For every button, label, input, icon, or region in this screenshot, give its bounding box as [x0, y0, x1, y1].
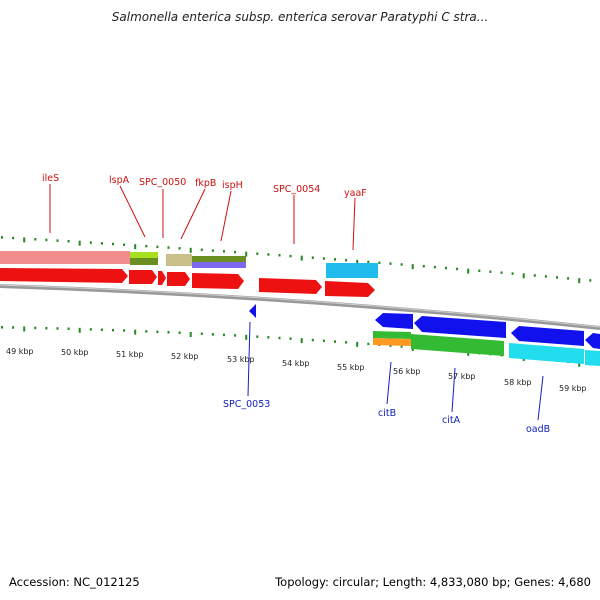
- map-title: Salmonella enterica subsp. enterica sero…: [111, 10, 489, 24]
- cds-arrow: [129, 270, 157, 284]
- top-gene-labels: [49, 184, 356, 251]
- gene-label-spc0053[interactable]: SPC_0053: [223, 399, 270, 410]
- accession-text: Accession: NC_012125: [9, 575, 140, 589]
- gene-label-citB[interactable]: citB: [378, 408, 396, 419]
- scale-label: 57 kbp: [448, 372, 476, 381]
- cds-arrow: [158, 271, 166, 285]
- bottom-gene-labels: [247, 321, 544, 421]
- gene-label-spc0054[interactable]: SPC_0054: [273, 184, 320, 195]
- top-gene-label-text[interactable]: ileS lspA SPC_0050 fkpB ispH SPC_0054 ya…: [42, 173, 367, 199]
- feature-lspA-band-bottom: [130, 258, 158, 265]
- feature-yaaF-band: [326, 263, 378, 278]
- scale-label: 56 kbp: [393, 367, 421, 376]
- scale-label: 50 kbp: [61, 348, 89, 357]
- cds-arrow: [375, 313, 413, 329]
- feature-oadB-band: [509, 343, 584, 364]
- cds-arrow: [249, 304, 256, 318]
- reverse-cds-row: [249, 304, 600, 349]
- gene-label-citA[interactable]: citA: [442, 415, 461, 426]
- feature-ispH-band: [192, 262, 246, 268]
- feature-citB-band: [373, 331, 411, 339]
- cds-arrow: [192, 273, 244, 289]
- cds-arrow: [414, 316, 506, 338]
- scale-label: 52 kbp: [171, 352, 199, 361]
- genome-backbone: [0, 284, 600, 330]
- scale-labels: 49 kbp 50 kbp 51 kbp 52 kbp 53 kbp 54 kb…: [6, 347, 587, 393]
- bottom-gene-label-text[interactable]: SPC_0053 citB citA oadB: [223, 399, 550, 435]
- forward-cds-row: [0, 268, 375, 297]
- gene-label-lspA[interactable]: lspA: [109, 175, 130, 186]
- scale-label: 53 kbp: [227, 355, 255, 364]
- gene-label-yaaF[interactable]: yaaF: [344, 188, 367, 199]
- cds-arrow: [259, 278, 322, 294]
- scale-label: 51 kbp: [116, 350, 144, 359]
- gene-label-ileS[interactable]: ileS: [42, 173, 59, 184]
- scale-label: 58 kbp: [504, 378, 532, 387]
- feature-citB-band-orange: [373, 338, 411, 346]
- upper-feature-band: [0, 251, 378, 278]
- gene-label-spc0050[interactable]: SPC_0050: [139, 177, 186, 188]
- cds-arrow: [167, 272, 190, 286]
- scale-label: 55 kbp: [337, 363, 365, 372]
- feature-lspA-band-top: [130, 252, 158, 258]
- top-tick-row: [1, 236, 592, 284]
- cds-arrow: [511, 326, 584, 346]
- cds-arrow: [585, 333, 600, 349]
- lower-feature-band: [373, 331, 600, 366]
- feature-oadB-band-2: [585, 350, 600, 366]
- gene-label-oadB[interactable]: oadB: [526, 424, 550, 435]
- topology-summary: Topology: circular; Length: 4,833,080 bp…: [275, 575, 591, 589]
- feature-spc0050-band: [166, 254, 192, 266]
- cds-arrow: [0, 268, 128, 283]
- feature-fkpB-band: [192, 256, 246, 262]
- scale-label: 54 kbp: [282, 359, 310, 368]
- genome-backbone-highlight: [0, 284, 600, 328]
- cds-arrow: [325, 281, 375, 297]
- feature-citA-band: [411, 334, 504, 356]
- scale-label: 59 kbp: [559, 384, 587, 393]
- scale-label: 49 kbp: [6, 347, 34, 356]
- gene-label-fkpB[interactable]: fkpB: [195, 178, 216, 189]
- gene-label-ispH[interactable]: ispH: [222, 180, 243, 191]
- feature-ileS-band: [0, 251, 130, 264]
